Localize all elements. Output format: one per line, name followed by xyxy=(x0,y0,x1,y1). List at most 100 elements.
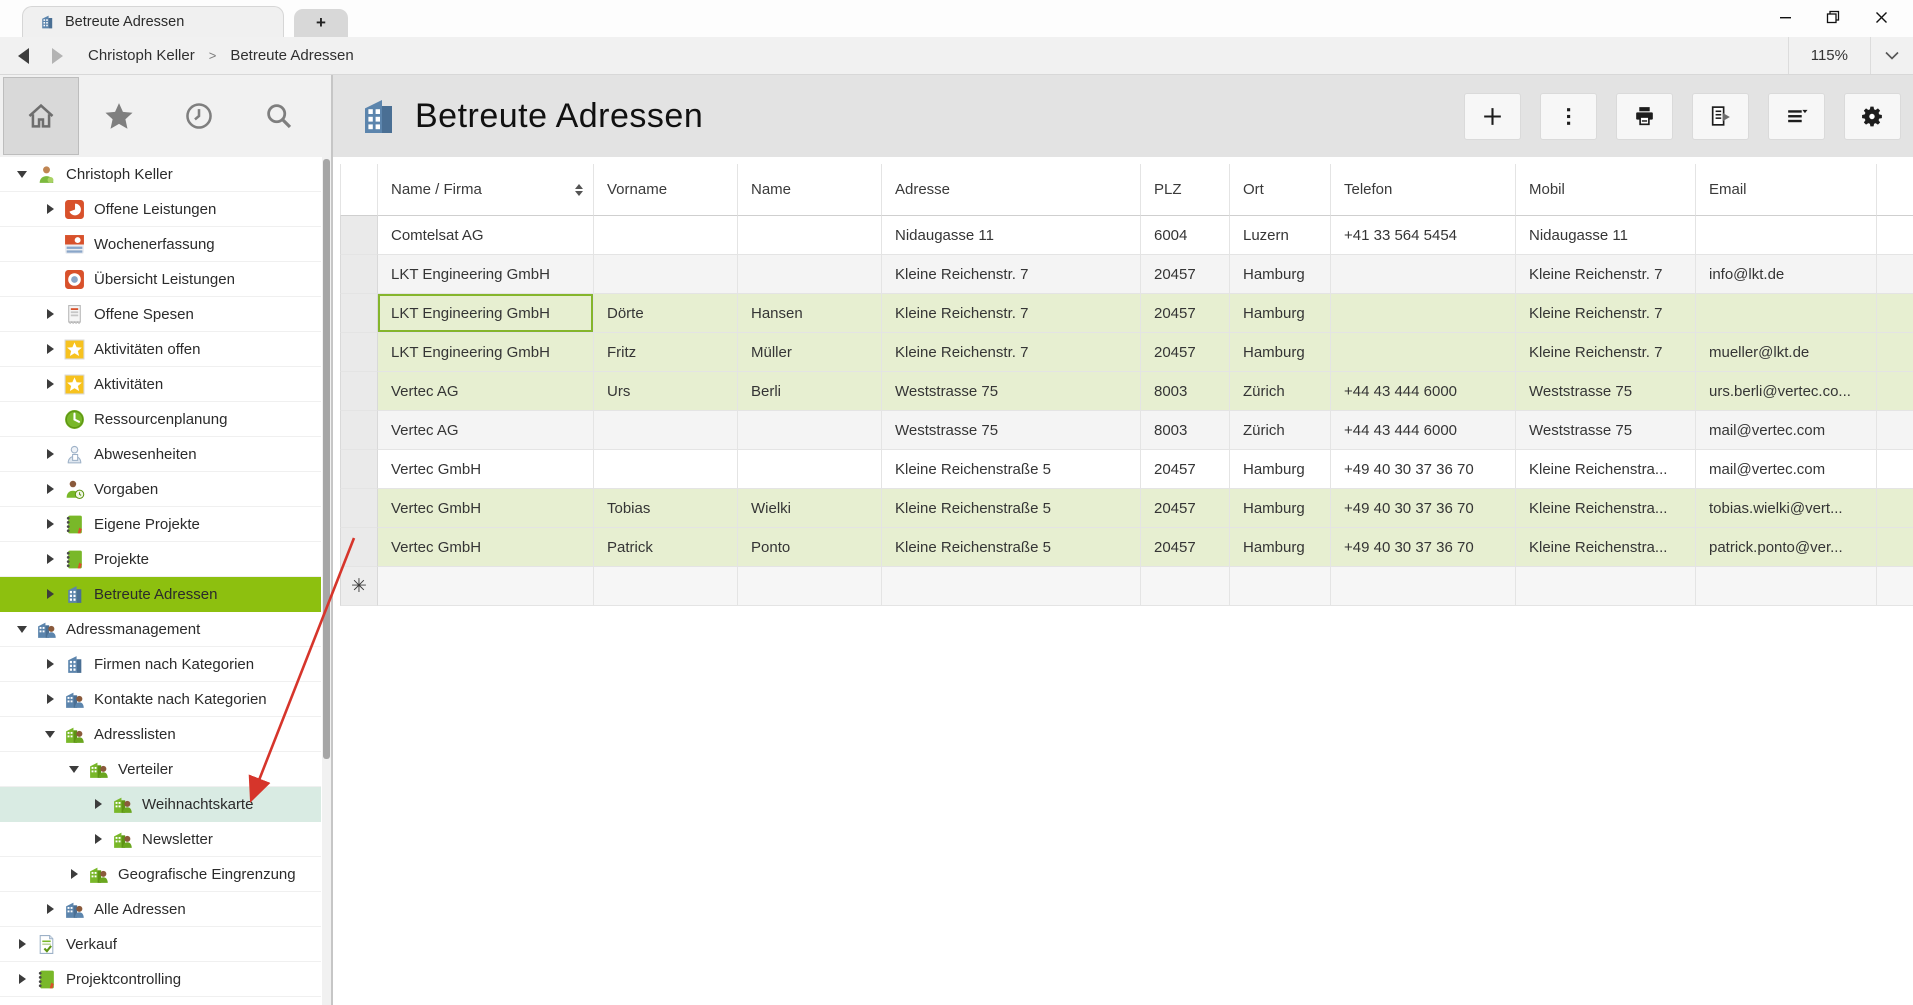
table-cell[interactable]: Hansen xyxy=(738,294,882,333)
tree-item-christoph-keller[interactable]: Christoph Keller xyxy=(0,157,321,192)
table-cell[interactable]: Kleine Reichenstra... xyxy=(1516,450,1696,489)
table-cell[interactable] xyxy=(594,567,738,606)
table-cell[interactable] xyxy=(738,216,882,255)
table-cell[interactable]: Kleine Reichenstra... xyxy=(1516,489,1696,528)
table-cell[interactable]: Kleine Reichenstraße 5 xyxy=(882,450,1141,489)
table-cell[interactable]: Dörte xyxy=(594,294,738,333)
expander-icon[interactable] xyxy=(40,309,60,319)
table-cell[interactable] xyxy=(1331,294,1516,333)
column-header-mobil[interactable]: Mobil xyxy=(1516,164,1696,216)
menu-button[interactable] xyxy=(1540,92,1597,140)
table-cell[interactable] xyxy=(1141,567,1230,606)
expander-icon[interactable] xyxy=(88,799,108,809)
zoom-level[interactable]: 115% xyxy=(1787,37,1871,74)
table-cell[interactable] xyxy=(1331,567,1516,606)
table-cell[interactable]: Zürich xyxy=(1230,372,1331,411)
column-header-name[interactable]: Name xyxy=(738,164,882,216)
table-cell[interactable]: LKT Engineering GmbH xyxy=(378,294,594,333)
breadcrumb-item-christoph-keller[interactable]: Christoph Keller xyxy=(88,47,195,64)
table-cell[interactable]: Wielki xyxy=(738,489,882,528)
table-cell[interactable]: Kleine Reichenstr. 7 xyxy=(1516,333,1696,372)
tree-item-vorgaben[interactable]: Vorgaben xyxy=(0,472,321,507)
table-cell[interactable]: tobias.wielki@vert... xyxy=(1696,489,1877,528)
tree-item-weihnachtskarte[interactable]: Weihnachtskarte xyxy=(0,787,321,822)
tree-item-offene-spesen[interactable]: Offene Spesen xyxy=(0,297,321,332)
report-button[interactable] xyxy=(1692,92,1749,140)
table-cell[interactable] xyxy=(1696,216,1877,255)
table-cell[interactable]: Weststrasse 75 xyxy=(1516,372,1696,411)
table-cell[interactable]: Hamburg xyxy=(1230,294,1331,333)
table-cell[interactable]: 20457 xyxy=(1141,255,1230,294)
table-cell[interactable]: +44 43 444 6000 xyxy=(1331,411,1516,450)
table-cell[interactable]: Hamburg xyxy=(1230,450,1331,489)
table-cell[interactable]: Vertec GmbH xyxy=(378,528,594,567)
table-cell[interactable]: 8003 xyxy=(1141,372,1230,411)
table-cell[interactable]: urs.berli@vertec.co... xyxy=(1696,372,1877,411)
column-header-name-firma[interactable]: Name / Firma xyxy=(378,164,594,216)
table-cell[interactable] xyxy=(1696,567,1877,606)
table-cell[interactable]: Tobias xyxy=(594,489,738,528)
table-cell[interactable] xyxy=(594,216,738,255)
table-cell[interactable] xyxy=(1331,255,1516,294)
expander-icon[interactable] xyxy=(40,694,60,704)
tree-item-projekte[interactable]: Projekte xyxy=(0,542,321,577)
table-cell[interactable]: mail@vertec.com xyxy=(1696,450,1877,489)
tree-item-projektcontrolling[interactable]: Projektcontrolling xyxy=(0,962,321,997)
forward-button[interactable] xyxy=(40,41,74,71)
view-options-button[interactable] xyxy=(1768,92,1825,140)
expander-icon[interactable] xyxy=(40,554,60,564)
table-cell[interactable]: Hamburg xyxy=(1230,489,1331,528)
table-cell[interactable] xyxy=(738,450,882,489)
tree-item-verteiler[interactable]: Verteiler xyxy=(0,752,321,787)
home-button[interactable] xyxy=(3,77,79,155)
scrollbar-thumb[interactable] xyxy=(323,159,330,759)
tree-item-alle-adressen[interactable]: Alle Adressen xyxy=(0,892,321,927)
table-cell[interactable]: +49 40 30 37 36 70 xyxy=(1331,489,1516,528)
minimize-button[interactable] xyxy=(1761,2,1809,32)
new-tab-button[interactable]: + xyxy=(294,9,348,37)
expander-icon[interactable] xyxy=(40,484,60,494)
tab-betreute-adressen[interactable]: Betreute Adressen xyxy=(22,6,284,37)
table-cell[interactable] xyxy=(1516,567,1696,606)
back-button[interactable] xyxy=(6,41,40,71)
print-button[interactable] xyxy=(1616,92,1673,140)
table-cell[interactable]: 20457 xyxy=(1141,450,1230,489)
table-cell[interactable] xyxy=(738,567,882,606)
table-cell[interactable]: LKT Engineering GmbH xyxy=(378,255,594,294)
table-cell[interactable]: Kleine Reichenstr. 7 xyxy=(882,294,1141,333)
column-header-plz[interactable]: PLZ xyxy=(1141,164,1230,216)
expander-icon[interactable] xyxy=(12,625,32,633)
table-cell[interactable]: Fritz xyxy=(594,333,738,372)
new-record-gutter[interactable]: ✳ xyxy=(340,567,378,606)
search-button[interactable] xyxy=(239,77,319,155)
tree-item-kontakte-nach-kategorien[interactable]: Kontakte nach Kategorien xyxy=(0,682,321,717)
table-cell[interactable]: Vertec GmbH xyxy=(378,489,594,528)
table-cell[interactable] xyxy=(1331,333,1516,372)
table-cell[interactable] xyxy=(1230,567,1331,606)
tree-item-ubersicht-leistungen[interactable]: Übersicht Leistungen xyxy=(0,262,321,297)
expander-icon[interactable] xyxy=(40,449,60,459)
table-cell[interactable]: Nidaugasse 11 xyxy=(1516,216,1696,255)
column-header-ort[interactable]: Ort xyxy=(1230,164,1331,216)
expander-icon[interactable] xyxy=(12,170,32,178)
table-cell[interactable] xyxy=(594,255,738,294)
table-cell[interactable] xyxy=(378,567,594,606)
column-header-adresse[interactable]: Adresse xyxy=(882,164,1141,216)
table-cell[interactable]: Vertec GmbH xyxy=(378,450,594,489)
restore-button[interactable] xyxy=(1809,2,1857,32)
history-button[interactable] xyxy=(159,77,239,155)
table-cell[interactable]: +49 40 30 37 36 70 xyxy=(1331,528,1516,567)
row-gutter[interactable] xyxy=(340,528,378,567)
row-gutter[interactable] xyxy=(340,216,378,255)
breadcrumb-item-betreute-adressen[interactable]: Betreute Adressen xyxy=(230,47,354,64)
expander-icon[interactable] xyxy=(40,730,60,738)
table-cell[interactable]: mail@vertec.com xyxy=(1696,411,1877,450)
table-cell[interactable]: Kleine Reichenstr. 7 xyxy=(1516,255,1696,294)
table-cell[interactable]: Kleine Reichenstra... xyxy=(1516,528,1696,567)
tree-item-eigene-projekte[interactable]: Eigene Projekte xyxy=(0,507,321,542)
row-gutter[interactable] xyxy=(340,372,378,411)
tree-item-offene-leistungen[interactable]: Offene Leistungen xyxy=(0,192,321,227)
tree-item-ressourcenplanung[interactable]: Ressourcenplanung xyxy=(0,402,321,437)
table-cell[interactable]: Zürich xyxy=(1230,411,1331,450)
table-cell[interactable]: 20457 xyxy=(1141,294,1230,333)
